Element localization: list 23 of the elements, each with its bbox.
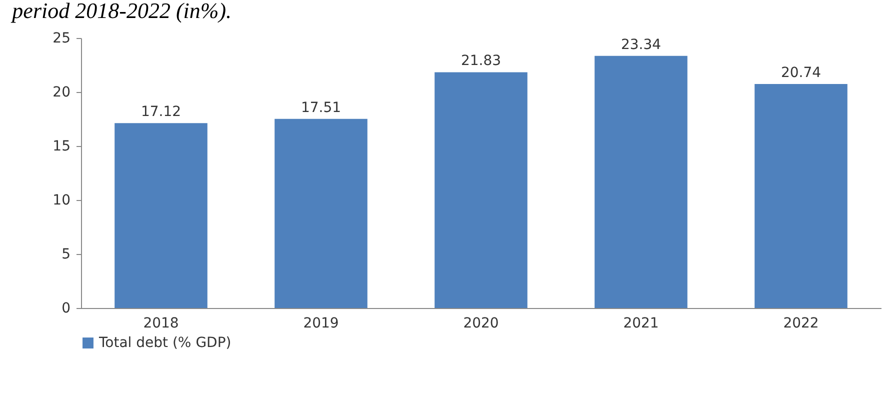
legend-label: Total debt (% GDP) bbox=[98, 335, 232, 351]
y-tick-label: 0 bbox=[62, 300, 70, 316]
bar bbox=[274, 118, 368, 308]
data-label: 20.74 bbox=[780, 65, 822, 82]
y-tick-label: 20 bbox=[52, 84, 70, 100]
x-tick-label: 2018 bbox=[143, 316, 179, 332]
bar bbox=[114, 123, 208, 308]
bar bbox=[754, 84, 848, 308]
bar bbox=[434, 72, 528, 308]
y-tick-label: 15 bbox=[52, 138, 70, 154]
y-tick-label: 5 bbox=[62, 246, 70, 262]
x-tick-label: 2019 bbox=[303, 316, 339, 332]
chart-title: period 2018-2022 (in%). bbox=[10, 0, 232, 23]
data-label: 17.51 bbox=[300, 100, 342, 116]
x-tick-label: 2020 bbox=[463, 316, 499, 332]
x-tick-label: 2021 bbox=[623, 316, 659, 332]
data-label: 23.34 bbox=[620, 36, 662, 53]
y-tick-label: 10 bbox=[52, 192, 70, 208]
data-label: 17.12 bbox=[140, 104, 182, 120]
y-tick-label: 25 bbox=[52, 30, 70, 46]
bar bbox=[594, 56, 688, 308]
data-label: 21.83 bbox=[460, 53, 502, 70]
x-tick-label: 2022 bbox=[783, 316, 819, 332]
